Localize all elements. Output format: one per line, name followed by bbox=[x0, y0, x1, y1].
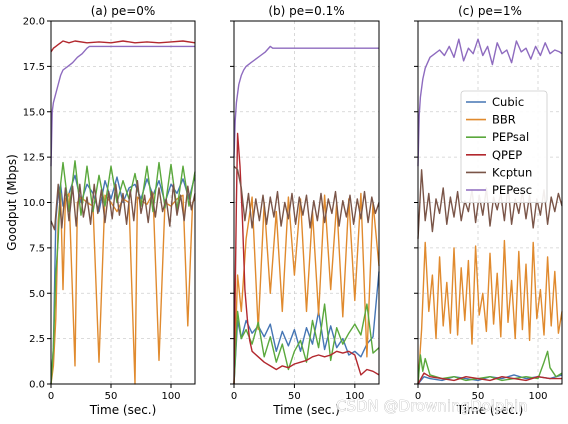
y-tick-label: 12.5 bbox=[23, 153, 45, 164]
series-line-cubic bbox=[233, 271, 380, 385]
x-tick-label: 50 bbox=[288, 391, 301, 402]
series-line-kcptun bbox=[417, 169, 563, 239]
y-tick-label: 0.0 bbox=[29, 380, 45, 391]
y-tick-label: 5.0 bbox=[29, 289, 45, 300]
series-line-qpep bbox=[417, 372, 562, 385]
series-line-kcptun bbox=[233, 165, 380, 229]
y-tick-label: 7.5 bbox=[29, 243, 45, 254]
series-line-kcptun bbox=[50, 179, 196, 231]
series-line-pepesc bbox=[417, 38, 563, 167]
legend-label-bbr: BBR bbox=[492, 113, 516, 127]
y-tick-label: 2.5 bbox=[29, 334, 45, 345]
x-tick-label: 0 bbox=[231, 391, 237, 402]
series-line-qpep bbox=[50, 40, 196, 53]
series-line-qpep bbox=[233, 132, 380, 385]
x-tick-label: 0 bbox=[415, 391, 421, 402]
y-tick-label: 17.5 bbox=[23, 62, 45, 73]
legend-label-cubic: Cubic bbox=[492, 95, 524, 109]
series-line-bbr bbox=[417, 239, 563, 385]
y-tick-label: 20.0 bbox=[23, 17, 45, 28]
panel-title: (b) pe=0.1% bbox=[268, 4, 344, 18]
legend-label-kcptun: Kcptun bbox=[492, 165, 532, 179]
x-tick-label: 100 bbox=[528, 391, 547, 402]
series-line-pepesc bbox=[50, 45, 195, 167]
legend-label-qpep: QPEP bbox=[492, 148, 522, 162]
x-tick-label: 50 bbox=[472, 391, 485, 402]
legend: Cubic BBR PEPsal QPEP Kcptun PEPesc bbox=[460, 90, 548, 203]
panel-3: 0 50 100 (c) pe=1% Time (sec.) bbox=[414, 4, 563, 417]
x-axis-title: Time (sec.) bbox=[456, 403, 524, 417]
x-tick-label: 50 bbox=[105, 391, 118, 402]
panel-1: 0 50 100 0.0 2.5 5.0 7.5 10.0 12.5 15.0 17.5 20.0 (a… bbox=[5, 4, 196, 417]
series-line-bbr bbox=[50, 192, 196, 385]
x-axis-title: Time (sec.) bbox=[272, 403, 340, 417]
watermark: CSDN @DrowningDolphin bbox=[336, 397, 528, 415]
panel-2: 0 50 100 (b) pe=0.1% Time (sec.) bbox=[230, 4, 380, 417]
y-tick-label: 10.0 bbox=[23, 198, 45, 209]
series-line-pepsal bbox=[50, 160, 196, 385]
x-tick-label: 0 bbox=[48, 391, 54, 402]
x-axis-title: Time (sec.) bbox=[89, 403, 157, 417]
series-line-pepsal bbox=[417, 350, 563, 385]
legend-label-pepsal: PEPsal bbox=[492, 130, 529, 144]
series-line-pepsal bbox=[233, 303, 380, 385]
panel-title: (a) pe=0% bbox=[91, 4, 156, 18]
y-axis-title: Goodput (Mbps) bbox=[5, 154, 19, 251]
legend-label-pepesc: PEPesc bbox=[492, 183, 532, 197]
x-tick-label: 100 bbox=[161, 391, 180, 402]
series-line-pepesc bbox=[233, 45, 379, 158]
x-tick-label: 100 bbox=[345, 391, 364, 402]
y-tick-label: 15.0 bbox=[23, 107, 45, 118]
panel-title: (c) pe=1% bbox=[458, 4, 522, 18]
